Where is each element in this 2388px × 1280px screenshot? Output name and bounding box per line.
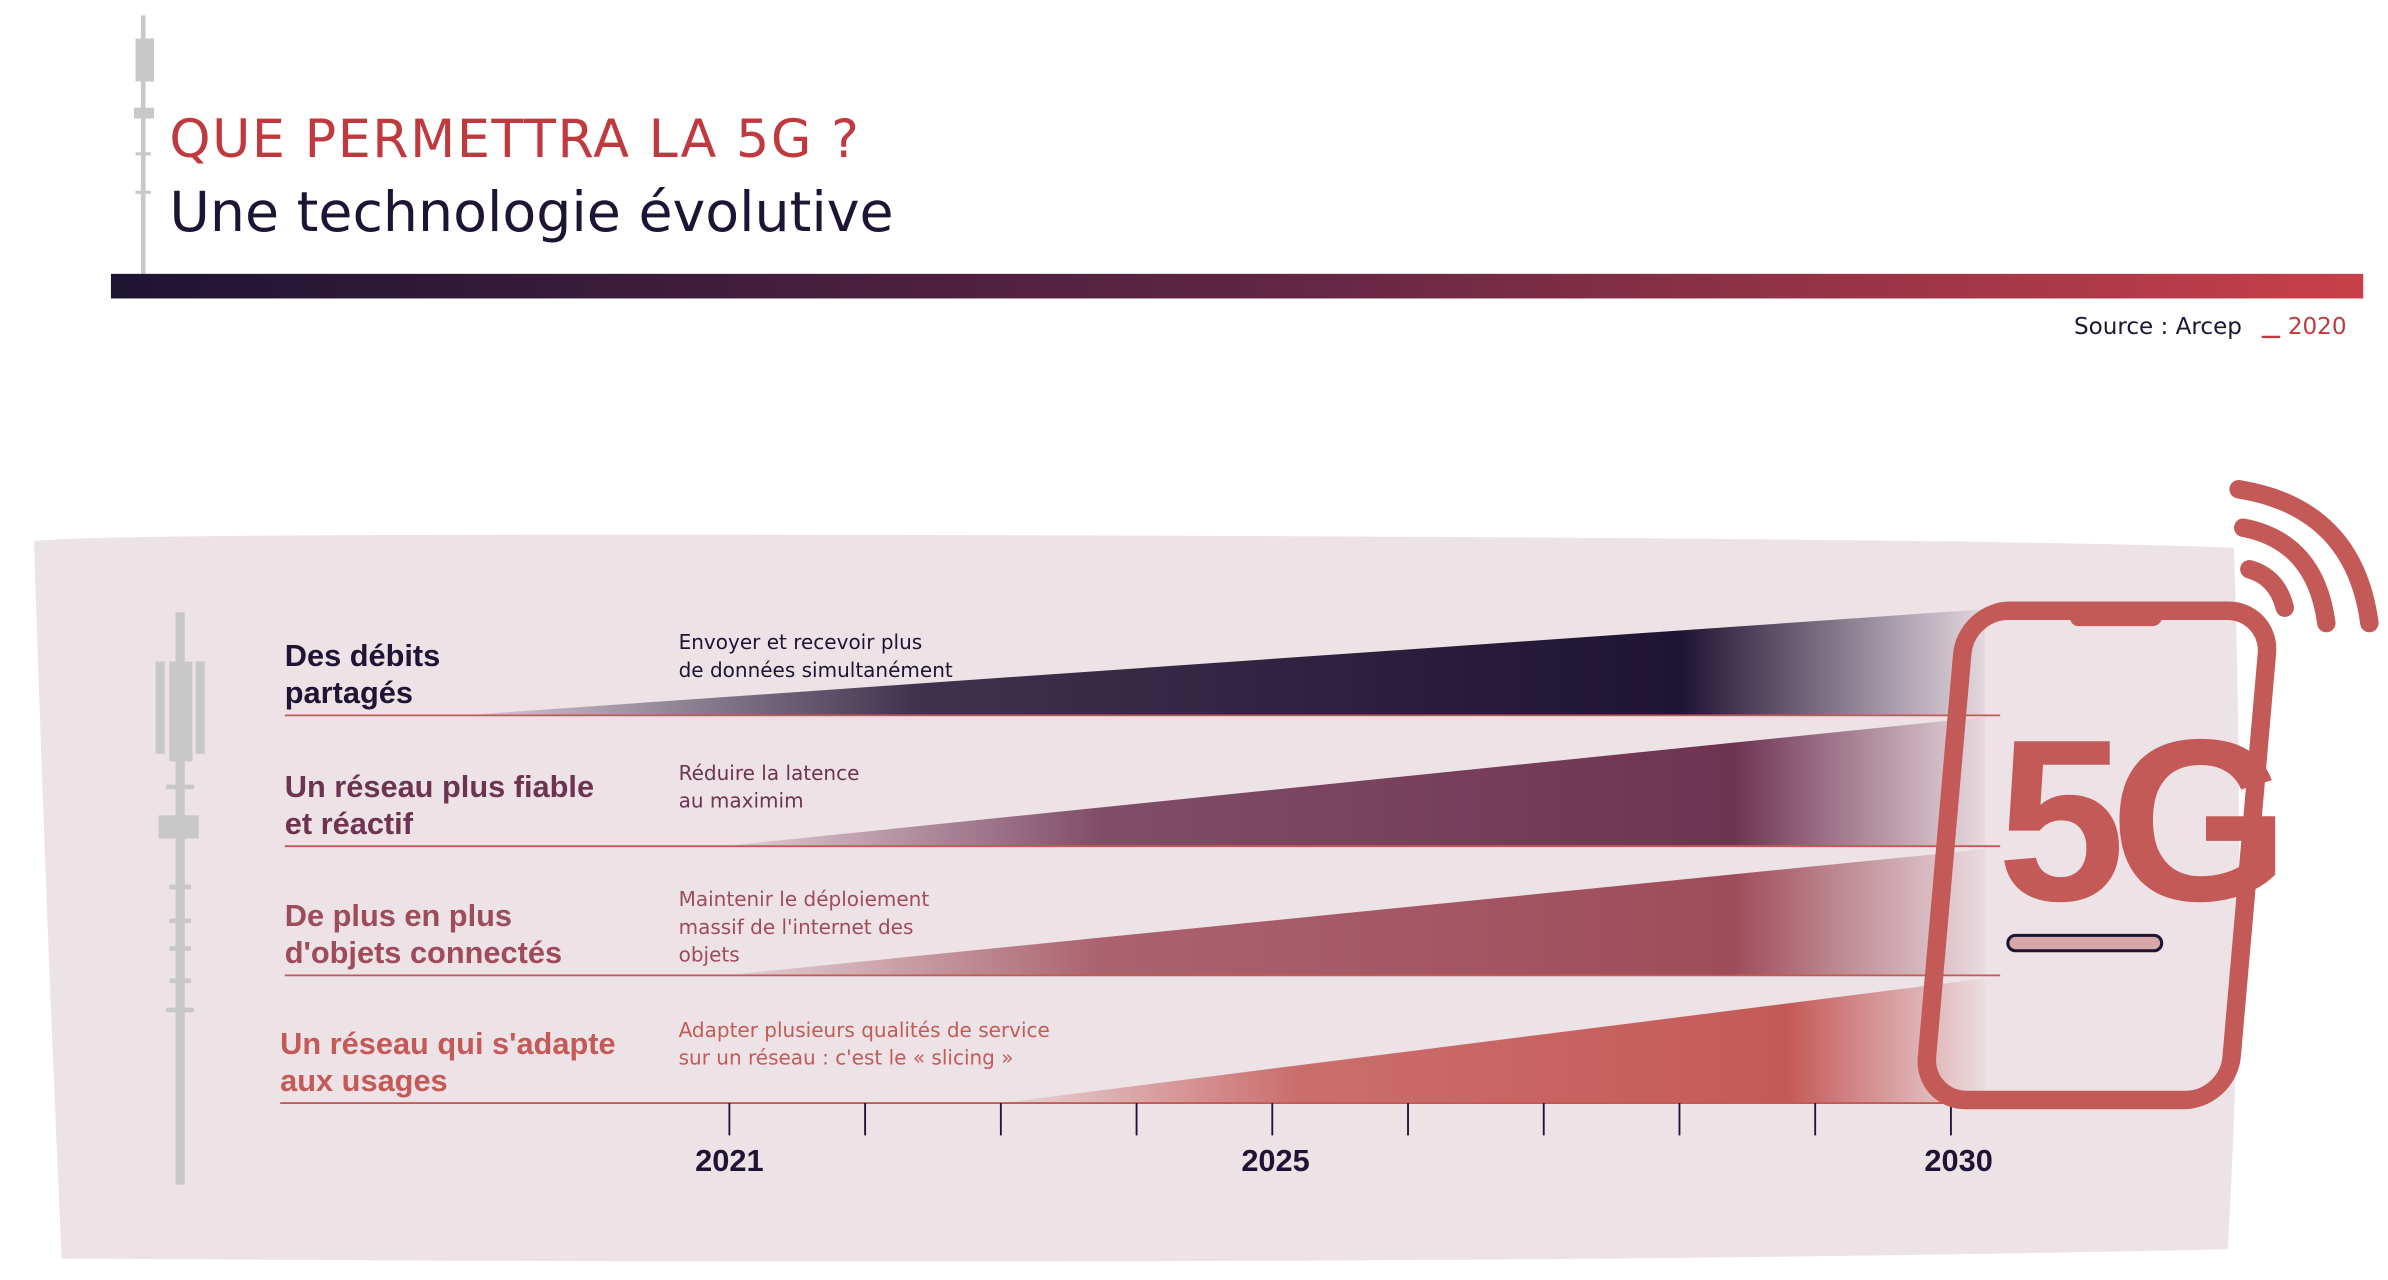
row-description: sur un réseau : c'est le « slicing » (679, 1046, 1014, 1070)
row-label: Un réseau qui s'adapte (280, 1026, 615, 1061)
antenna (169, 918, 191, 924)
row-description: au maximim (679, 789, 804, 813)
tower-icon (155, 612, 205, 1185)
phone-icon: 5G (1917, 480, 2379, 1110)
subtitle: Une technologie évolutive (169, 181, 893, 245)
row-label: aux usages (280, 1063, 448, 1098)
row-description: massif de l'internet des (679, 915, 914, 939)
timeline-axis: 2021 2025 2030 (695, 1103, 1993, 1178)
antenna (166, 784, 194, 790)
row-label: partagés (285, 675, 413, 710)
title: QUE PERMETTRA LA 5G ? (169, 109, 860, 170)
year-label: 2021 (695, 1143, 763, 1178)
row-label: et réactif (285, 806, 414, 841)
row-description: Envoyer et recevoir plus (679, 630, 923, 654)
year-label: 2025 (1241, 1143, 1309, 1178)
signal-arc (2229, 480, 2379, 633)
antenna (169, 978, 191, 984)
row-description: de données simultanément (679, 658, 953, 682)
row-label: De plus en plus (285, 898, 512, 933)
wedge (461, 609, 1985, 716)
antenna (169, 884, 191, 890)
phone-notch (2070, 607, 2163, 627)
wedge (723, 849, 1985, 976)
header: QUE PERMETTRA LA 5G ? Une technologie év… (110, 15, 2364, 340)
antenna (195, 661, 205, 754)
antenna (158, 815, 199, 839)
source: Source : Arcep (2074, 314, 2242, 340)
phone-label: 5G (1997, 691, 2276, 949)
row-description: Adapter plusieurs qualités de service (679, 1018, 1050, 1042)
antenna (135, 38, 154, 82)
antenna (169, 946, 191, 951)
phone-bar (2006, 933, 2164, 953)
header-bar (110, 273, 2364, 299)
signal-arc (2234, 518, 2336, 633)
antenna (155, 661, 165, 754)
row-label: Un réseau plus fiable (285, 769, 594, 804)
year-label: 2030 (1924, 1143, 1992, 1178)
wedge (1000, 978, 1985, 1104)
antenna (166, 1007, 194, 1013)
signal-arc (2240, 560, 2294, 617)
row-label: d'objets connectés (285, 935, 562, 970)
row-label: Des débits (285, 638, 441, 673)
antenna (134, 107, 154, 119)
row-description: objets (679, 943, 740, 967)
antenna (183, 661, 193, 762)
antenna (169, 661, 179, 762)
source-year: 2020 (2288, 314, 2347, 340)
tower-mast (175, 612, 185, 1185)
row-description: Réduire la latence (679, 761, 860, 785)
wedge (723, 716, 1985, 847)
row-description: Maintenir le déploiement (679, 887, 930, 911)
